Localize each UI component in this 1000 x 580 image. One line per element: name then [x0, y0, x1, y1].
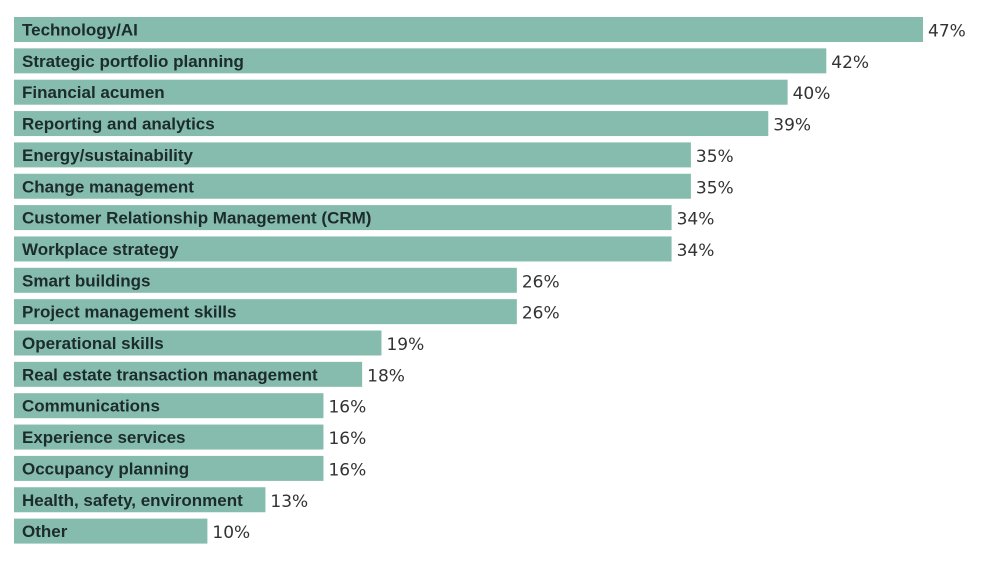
bar-value-label: 16%: [328, 398, 366, 418]
bar-row: Real estate transaction management 18%: [14, 361, 405, 387]
bar: [14, 361, 363, 387]
bar-category-label: Workplace strategy: [22, 240, 179, 259]
bar-value-label: 26%: [522, 272, 560, 292]
bar-category-label: Experience services: [22, 428, 186, 447]
bar-category-label: Reporting and analytics: [22, 115, 215, 134]
bar-category-label: Health, safety, environment: [22, 491, 243, 510]
bar-category-label: Energy/sustainability: [22, 146, 194, 165]
bar-value-label: 40%: [793, 84, 831, 104]
bar-value-label: 10%: [212, 523, 250, 543]
bar: [14, 173, 691, 199]
bar-row: Reporting and analytics 39%: [14, 111, 811, 137]
bar-category-label: Financial acumen: [22, 83, 165, 102]
bar-row: Occupancy planning 16%: [14, 455, 366, 481]
bar-value-label: 26%: [522, 304, 560, 324]
bar: [14, 236, 672, 262]
bar-value-label: 16%: [328, 429, 366, 449]
bar-value-label: 13%: [270, 492, 308, 512]
bar-category-label: Other: [22, 522, 68, 541]
bar-category-label: Smart buildings: [22, 271, 150, 290]
bar-row: Experience services 16%: [14, 424, 366, 450]
bar-value-label: 34%: [677, 210, 715, 230]
bar-row: Health, safety, environment 13%: [14, 487, 308, 513]
bar-value-label: 34%: [677, 241, 715, 261]
bar-value-label: 19%: [386, 335, 424, 355]
bar: [14, 205, 672, 231]
bar-category-label: Communications: [22, 397, 160, 416]
bar-value-label: 42%: [831, 53, 869, 73]
bar-category-label: Occupancy planning: [22, 459, 189, 478]
bar: [14, 455, 324, 481]
bar-value-label: 35%: [696, 178, 734, 198]
bar-row: Project management skills 26%: [14, 299, 560, 325]
bar-category-label: Technology/AI: [22, 21, 138, 40]
bar-row: Operational skills 19%: [14, 330, 424, 356]
bar-value-label: 18%: [367, 366, 405, 386]
bar-category-label: Real estate transaction management: [22, 365, 318, 384]
bar-row: Energy/sustainability 35%: [14, 142, 734, 168]
bar-category-label: Strategic portfolio planning: [22, 52, 244, 71]
bar-category-label: Project management skills: [22, 303, 236, 322]
bar: [14, 518, 208, 544]
bar-row: Technology/AI 47%: [14, 17, 966, 42]
bar: [14, 48, 827, 74]
bar: [14, 299, 517, 325]
bar: [14, 393, 324, 419]
bar: [14, 424, 324, 450]
bar: [14, 17, 923, 42]
bar: [14, 487, 266, 513]
bar: [14, 111, 769, 137]
bar-value-label: 47%: [928, 22, 966, 42]
bar: [14, 330, 382, 356]
bar-row: Strategic portfolio planning 42%: [14, 48, 869, 74]
bar-category-label: Customer Relationship Management (CRM): [22, 209, 371, 228]
bar-value-label: 35%: [696, 147, 734, 167]
bar-row: Workplace strategy 34%: [14, 236, 715, 262]
bar-row: Change management 35%: [14, 173, 734, 199]
bar-row: Other 10%: [14, 518, 250, 544]
bar-category-label: Change management: [22, 177, 194, 196]
bar-row: Customer Relationship Management (CRM) 34…: [14, 205, 715, 231]
bar: [14, 267, 517, 293]
bar-row: Communications 16%: [14, 393, 366, 419]
bar-value-label: 39%: [773, 116, 811, 136]
bar: [14, 142, 691, 168]
bar: [14, 79, 788, 105]
bar-row: Smart buildings 26%: [14, 267, 560, 293]
bar-row: Financial acumen 40%: [14, 79, 831, 105]
bar-value-label: 16%: [328, 460, 366, 480]
bar-category-label: Operational skills: [22, 334, 164, 353]
